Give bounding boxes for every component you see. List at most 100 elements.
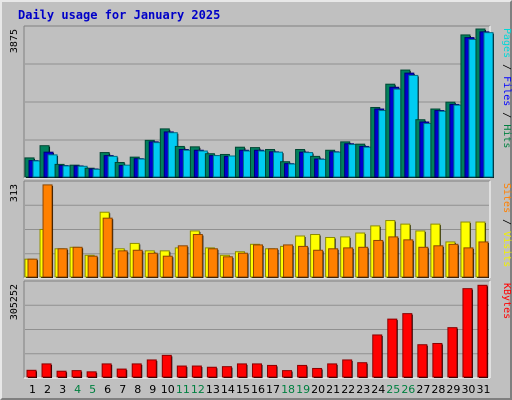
bar-kbytes-day-25 — [387, 318, 398, 378]
x-tick-label-day-24: 24 — [371, 383, 385, 396]
bar-kbytes-day-8 — [131, 363, 142, 378]
bar-kbytes-day-15 — [236, 363, 247, 378]
x-tick-label-day-28: 28 — [431, 383, 445, 396]
x-tick-label-day-12: 12 — [191, 383, 205, 396]
bar-kbytes-day-24 — [372, 334, 383, 378]
bar-kbytes-day-4 — [71, 370, 82, 378]
axis-label-part: / — [501, 213, 512, 231]
axis-label-part: Hits — [501, 124, 512, 148]
bar-kbytes-day-31 — [477, 284, 488, 378]
bar-sites-day-18 — [283, 244, 294, 278]
x-tick-label-day-4: 4 — [74, 383, 81, 396]
bar-kbytes-day-7 — [116, 368, 127, 378]
x-tick-label-day-17: 17 — [266, 383, 280, 396]
bar-sites-day-5 — [87, 255, 98, 278]
bar-sites-day-7 — [117, 250, 128, 278]
x-tick-label-day-3: 3 — [59, 383, 66, 396]
bar-kbytes-day-12 — [191, 365, 202, 378]
bar-sites-day-14 — [222, 256, 233, 278]
bar-sites-day-28 — [433, 245, 444, 278]
bar-kbytes-day-23 — [357, 362, 368, 378]
x-tick-label-day-30: 30 — [461, 383, 475, 396]
bar-kbytes-day-27 — [417, 344, 428, 378]
bar-sites-day-8 — [132, 249, 143, 278]
x-tick-label-day-20: 20 — [311, 383, 325, 396]
bar-kbytes-day-10 — [161, 354, 172, 378]
axis-label-part: Pages — [501, 28, 512, 58]
x-tick-label-day-5: 5 — [89, 383, 96, 396]
x-tick-label-day-13: 13 — [206, 383, 220, 396]
bar-sites-day-26 — [403, 239, 414, 278]
bar-sites-day-27 — [418, 246, 429, 278]
bar-kbytes-day-16 — [251, 363, 262, 378]
axis-label-visits-sites: Sites / Visits — [501, 183, 512, 267]
axis-label-part: / — [501, 58, 512, 76]
bar-sites-day-15 — [237, 252, 248, 278]
bar-sites-day-12 — [192, 234, 203, 278]
bar-sites-day-13 — [207, 248, 218, 278]
bar-sites-day-19 — [298, 245, 309, 278]
bar-sites-day-6 — [102, 217, 113, 278]
bar-kbytes-day-20 — [312, 367, 323, 378]
bar-sites-day-23 — [358, 246, 369, 278]
bar-sites-day-25 — [388, 236, 399, 278]
bar-kbytes-day-14 — [221, 366, 232, 378]
axis-label-part: Visits — [501, 231, 512, 267]
bar-kbytes-day-5 — [86, 371, 97, 378]
bar-kbytes-day-30 — [462, 288, 473, 378]
x-tick-label-day-25: 25 — [386, 383, 400, 396]
bar-sites-day-29 — [448, 243, 459, 278]
axis-label-hits-files-pages: Pages / Files / Hits — [501, 28, 512, 148]
x-tick-label-day-22: 22 — [341, 383, 355, 396]
chart-title: Daily usage for January 2025 — [18, 8, 221, 22]
bar-kbytes-day-28 — [432, 342, 443, 378]
x-tick-label-day-14: 14 — [221, 383, 235, 396]
x-tick-label-day-31: 31 — [476, 383, 490, 396]
x-tick-label-day-10: 10 — [161, 383, 175, 396]
bar-kbytes-day-13 — [206, 366, 217, 378]
bar-kbytes-day-18 — [282, 370, 293, 378]
bar-kbytes-day-17 — [267, 364, 278, 378]
x-tick-label-day-8: 8 — [134, 383, 141, 396]
x-tick-label-day-18: 18 — [281, 383, 295, 396]
bar-sites-day-21 — [328, 248, 339, 278]
bar-sites-day-22 — [343, 247, 354, 278]
bar-sites-day-2 — [42, 184, 53, 278]
bar-sites-day-10 — [162, 255, 173, 278]
bar-pages-day-31 — [483, 32, 494, 178]
bar-sites-day-31 — [478, 241, 489, 278]
bar-sites-day-3 — [57, 248, 68, 278]
x-tick-label-day-1: 1 — [29, 383, 36, 396]
bar-sites-day-1 — [27, 258, 38, 278]
y-max-label-kbytes: 305252 — [9, 284, 20, 320]
bar-kbytes-day-6 — [101, 363, 112, 378]
bar-sites-day-9 — [147, 252, 158, 278]
x-tick-label-day-16: 16 — [251, 383, 265, 396]
bar-sites-day-17 — [268, 248, 279, 278]
x-tick-label-day-9: 9 — [149, 383, 156, 396]
bar-kbytes-day-22 — [342, 359, 353, 378]
bar-kbytes-day-2 — [41, 363, 52, 378]
x-tick-label-day-19: 19 — [296, 383, 310, 396]
bar-kbytes-day-26 — [402, 313, 413, 378]
axis-label-part: Files — [501, 76, 512, 106]
bar-kbytes-day-11 — [176, 365, 187, 378]
x-tick-label-day-7: 7 — [119, 383, 126, 396]
bar-sites-day-30 — [463, 247, 474, 278]
x-tick-label-day-23: 23 — [356, 383, 370, 396]
x-tick-label-day-11: 11 — [176, 383, 190, 396]
y-max-label-hits-files-pages: 3875 — [9, 29, 20, 53]
bar-sites-day-20 — [313, 249, 324, 278]
bar-kbytes-day-9 — [146, 359, 157, 378]
bar-sites-day-11 — [177, 245, 188, 278]
bar-kbytes-day-3 — [56, 370, 67, 378]
x-tick-label-day-6: 6 — [104, 383, 111, 396]
bar-kbytes-day-1 — [26, 369, 37, 378]
bar-sites-day-16 — [252, 244, 263, 278]
bar-kbytes-day-21 — [327, 363, 338, 378]
axis-label-part: / — [501, 106, 512, 124]
axis-label-part: Sites — [501, 183, 512, 213]
x-tick-label-day-29: 29 — [446, 383, 460, 396]
x-tick-label-day-2: 2 — [44, 383, 51, 396]
bar-sites-day-24 — [373, 239, 384, 278]
